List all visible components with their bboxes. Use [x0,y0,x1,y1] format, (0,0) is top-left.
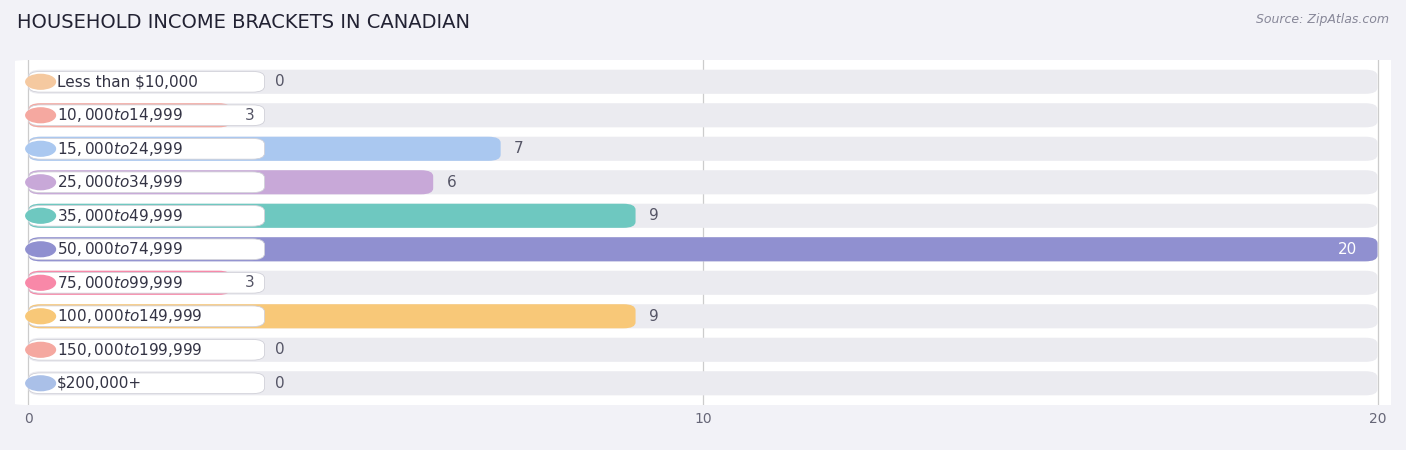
Text: Source: ZipAtlas.com: Source: ZipAtlas.com [1256,14,1389,27]
Circle shape [25,175,55,189]
Text: 6: 6 [447,175,457,190]
Circle shape [25,342,55,357]
FancyBboxPatch shape [28,271,231,295]
FancyBboxPatch shape [28,239,264,260]
FancyBboxPatch shape [28,204,1378,228]
Text: 9: 9 [650,309,659,324]
FancyBboxPatch shape [28,103,1378,127]
FancyBboxPatch shape [28,371,1378,396]
FancyBboxPatch shape [28,373,264,394]
Text: 0: 0 [274,376,284,391]
FancyBboxPatch shape [28,339,264,360]
FancyBboxPatch shape [28,237,1378,261]
Text: $35,000 to $49,999: $35,000 to $49,999 [56,207,183,225]
FancyBboxPatch shape [28,271,1378,295]
Text: 9: 9 [650,208,659,223]
FancyBboxPatch shape [28,304,1378,328]
FancyBboxPatch shape [28,170,1378,194]
FancyBboxPatch shape [28,105,264,126]
FancyBboxPatch shape [28,237,1378,261]
Circle shape [25,108,55,123]
Text: $150,000 to $199,999: $150,000 to $199,999 [56,341,202,359]
FancyBboxPatch shape [28,172,264,193]
FancyBboxPatch shape [0,60,1406,405]
Text: 3: 3 [245,108,254,123]
Text: 20: 20 [1339,242,1357,257]
FancyBboxPatch shape [28,70,1378,94]
Circle shape [25,309,55,324]
Text: $100,000 to $149,999: $100,000 to $149,999 [56,307,202,325]
FancyBboxPatch shape [28,170,433,194]
Text: $25,000 to $34,999: $25,000 to $34,999 [56,173,183,191]
Circle shape [25,141,55,156]
FancyBboxPatch shape [28,338,1378,362]
Text: $15,000 to $24,999: $15,000 to $24,999 [56,140,183,158]
FancyBboxPatch shape [28,204,636,228]
FancyBboxPatch shape [28,306,264,327]
FancyBboxPatch shape [28,272,264,293]
Text: $200,000+: $200,000+ [56,376,142,391]
Circle shape [25,208,55,223]
FancyBboxPatch shape [28,103,231,127]
Text: 3: 3 [245,275,254,290]
Text: 0: 0 [274,74,284,89]
FancyBboxPatch shape [28,139,264,159]
FancyBboxPatch shape [28,205,264,226]
Circle shape [25,74,55,89]
Text: $10,000 to $14,999: $10,000 to $14,999 [56,106,183,124]
Text: $75,000 to $99,999: $75,000 to $99,999 [56,274,183,292]
FancyBboxPatch shape [28,137,501,161]
Circle shape [25,275,55,290]
Text: 0: 0 [274,342,284,357]
Circle shape [25,242,55,256]
Text: Less than $10,000: Less than $10,000 [56,74,198,89]
Text: $50,000 to $74,999: $50,000 to $74,999 [56,240,183,258]
FancyBboxPatch shape [28,72,264,92]
Circle shape [25,376,55,391]
Text: 7: 7 [515,141,524,156]
FancyBboxPatch shape [28,304,636,328]
Text: HOUSEHOLD INCOME BRACKETS IN CANADIAN: HOUSEHOLD INCOME BRACKETS IN CANADIAN [17,14,470,32]
FancyBboxPatch shape [28,137,1378,161]
